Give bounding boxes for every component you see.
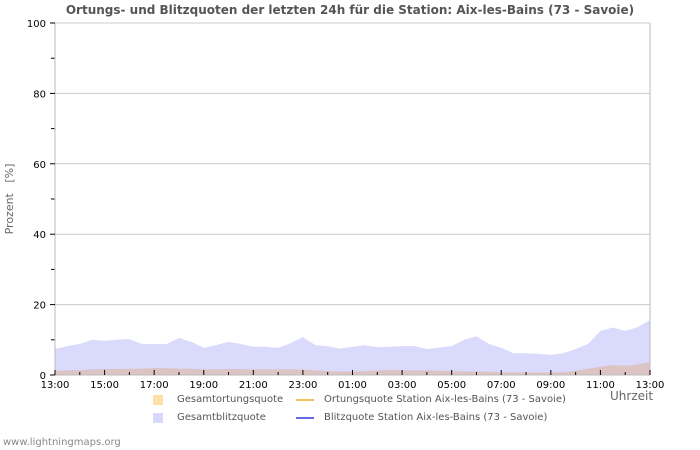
svg-text:Prozent [%]: Prozent [%] <box>3 164 16 235</box>
svg-text:60: 60 <box>33 160 46 171</box>
svg-text:05:00: 05:00 <box>437 380 466 391</box>
x-axis-label: Uhrzeit <box>610 389 654 403</box>
svg-text:100: 100 <box>27 19 46 30</box>
svg-text:13:00: 13:00 <box>636 380 665 391</box>
svg-text:09:00: 09:00 <box>536 380 565 391</box>
svg-text:17:00: 17:00 <box>140 380 169 391</box>
svg-text:0: 0 <box>40 371 46 382</box>
svg-text:80: 80 <box>33 89 46 100</box>
svg-text:11:00: 11:00 <box>586 380 615 391</box>
legend-label: Gesamtortungsquote <box>177 394 284 405</box>
legend-item-gesamtblitzquote: Gesamtblitzquote <box>153 412 266 423</box>
legend-label: Ortungsquote Station Aix-les-Bains (73 -… <box>324 394 566 405</box>
svg-text:19:00: 19:00 <box>189 380 218 391</box>
svg-text:03:00: 03:00 <box>388 380 417 391</box>
legend-swatch-icon <box>153 394 163 405</box>
svg-text:23:00: 23:00 <box>289 380 318 391</box>
svg-text:40: 40 <box>33 230 46 241</box>
legend-swatch-icon <box>153 412 163 423</box>
legend-label: Blitzquote Station Aix-les-Bains (73 - S… <box>324 412 548 423</box>
legend-item-blitzquote-station: Blitzquote Station Aix-les-Bains (73 - S… <box>296 412 547 423</box>
legend-item-ortungsquote-station: Ortungsquote Station Aix-les-Bains (73 -… <box>296 394 566 405</box>
svg-text:07:00: 07:00 <box>487 380 516 391</box>
footer-source: www.lightningmaps.org <box>3 437 121 448</box>
svg-text:21:00: 21:00 <box>239 380 268 391</box>
svg-text:01:00: 01:00 <box>338 380 367 391</box>
svg-text:13:00: 13:00 <box>41 380 70 391</box>
legend-item-gesamtortungsquote: Gesamtortungsquote <box>153 394 283 405</box>
chart-title: Ortungs- und Blitzquoten der letzten 24h… <box>65 3 635 17</box>
legend-label: Gesamtblitzquote <box>177 412 266 423</box>
legend-line-icon <box>296 398 314 401</box>
svg-text:15:00: 15:00 <box>90 380 119 391</box>
legend-line-icon <box>296 416 314 419</box>
svg-text:20: 20 <box>33 301 46 312</box>
